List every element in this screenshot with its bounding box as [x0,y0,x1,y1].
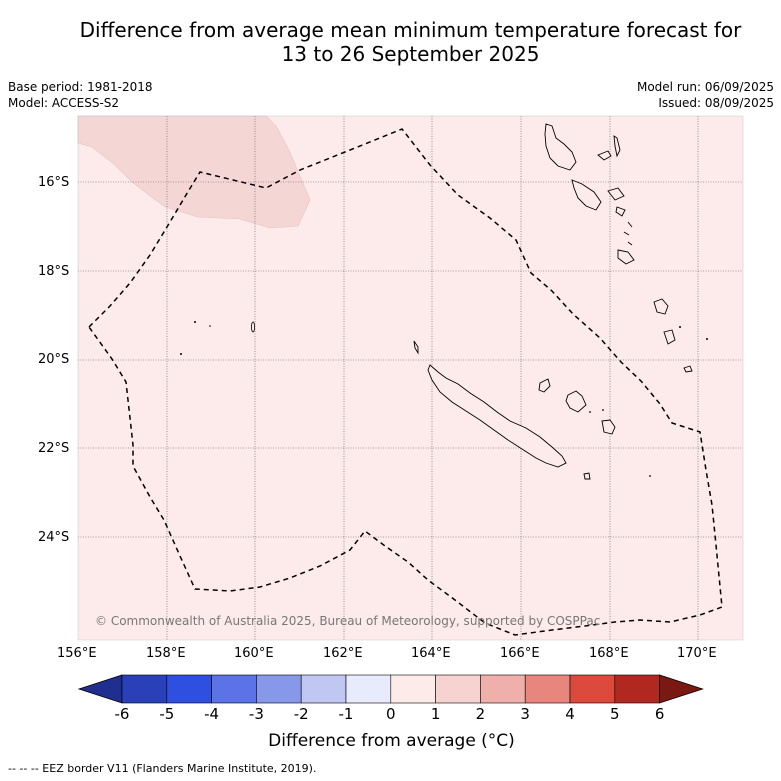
lon-label-166e: 166°E [500,646,540,661]
lon-label-164e: 164°E [411,646,451,661]
lat-label-22s: 22°S [38,441,70,456]
colorbar-tick-label: 3 [520,705,530,723]
islet [180,353,182,355]
colorbar-tick-label: 5 [610,705,620,723]
tanna-island [663,329,676,345]
colorbar-tick-label: 4 [565,705,575,723]
lon-label-168e: 168°E [589,646,629,661]
colorbar-segment [435,674,481,704]
lat-label-16s: 16°S [38,175,70,190]
map-title: Difference from average mean minimum tem… [0,18,781,66]
lon-label-162e: 162°E [323,646,363,661]
ouvea-island [538,378,551,393]
mare-island [601,419,616,435]
graticule [78,116,743,640]
pentecost-island [607,187,625,201]
colorbar-tick-label: -3 [248,705,264,723]
lon-label-156e: 156°E [57,646,97,661]
colorbar-tick-label: -4 [204,705,220,723]
lon-label-160e: 160°E [234,646,274,661]
colorbar-arrow-low [77,674,123,704]
colorbar-tick-label: 2 [475,705,486,723]
colorbar-segment [345,674,392,704]
issued-label: Issued: 08/09/2025 [658,96,774,110]
eez-footnote: -- -- -- EEZ border V11 (Flanders Marine… [8,762,317,775]
new-caledonia-island [427,364,567,468]
malakula-island [571,179,602,211]
colorbar-tick-label: 1 [430,705,441,723]
colorbar-segment [569,674,616,704]
islet [706,338,708,340]
islet [194,321,196,323]
map-frame [77,115,744,641]
islet [649,475,651,477]
belep-island [413,340,419,355]
lat-label-20s: 20°S [38,352,70,367]
base-period-label: Base period: 1981-2018 [8,80,153,94]
lat-label-18s: 18°S [38,264,70,279]
colorbar-segment [390,674,436,704]
colorbar-segment [614,674,660,704]
islet [250,321,255,333]
colorbar [77,674,704,704]
colorbar-tick-label: 6 [654,705,665,723]
colorbar-arrow-high [659,674,704,704]
colorbar-tick-label: -6 [114,705,130,723]
islet [679,326,681,328]
lon-label-158e: 158°E [146,646,186,661]
colorbar-tick-label: -5 [159,705,175,723]
ambae-island [597,150,612,161]
title-line-2: 13 to 26 September 2025 [281,42,540,66]
colorbar-segment [480,674,526,704]
aneityum-island [683,365,693,373]
islet [209,325,211,327]
colorbar-tick-label: 0 [386,705,396,723]
epi-island [615,206,626,217]
model-label: Model: ACCESS-S2 [8,96,120,110]
islet [589,411,591,413]
efate-island [617,249,635,265]
small-islets [180,321,708,477]
colorbar-segment [300,674,347,704]
colorbar-segment [211,674,257,704]
colorbar-tick-label: -1 [338,705,354,723]
colorbar-tick-label: -2 [293,705,309,723]
maewo-island [613,135,621,158]
lon-label-170e: 170°E [677,646,717,661]
eez-border [88,128,723,636]
colorbar-segment [121,674,168,704]
anomaly-patch [77,115,311,229]
copyright-credit: © Commonwealth of Australia 2025, Bureau… [95,614,601,628]
model-run-label: Model run: 06/09/2025 [636,80,774,94]
erromango-island [653,298,669,315]
lifou-island [565,390,587,413]
islet [602,409,604,411]
colorbar-segment [166,674,212,704]
colorbar-segment [524,674,571,704]
isle-of-pines [583,472,591,480]
lat-label-24s: 24°S [38,530,70,545]
colorbar-title: Difference from average (°C) [268,731,515,751]
shepherd-islands [623,221,633,246]
espiritu-santo-island [544,123,577,171]
meta-left: Base period: 1981-2018 Model: ACCESS-S2 [8,79,153,111]
meta-right: Model run: 06/09/2025 Issued: 08/09/2025 [637,79,774,111]
title-line-1: Difference from average mean minimum tem… [79,18,742,42]
colorbar-segment [256,674,302,704]
